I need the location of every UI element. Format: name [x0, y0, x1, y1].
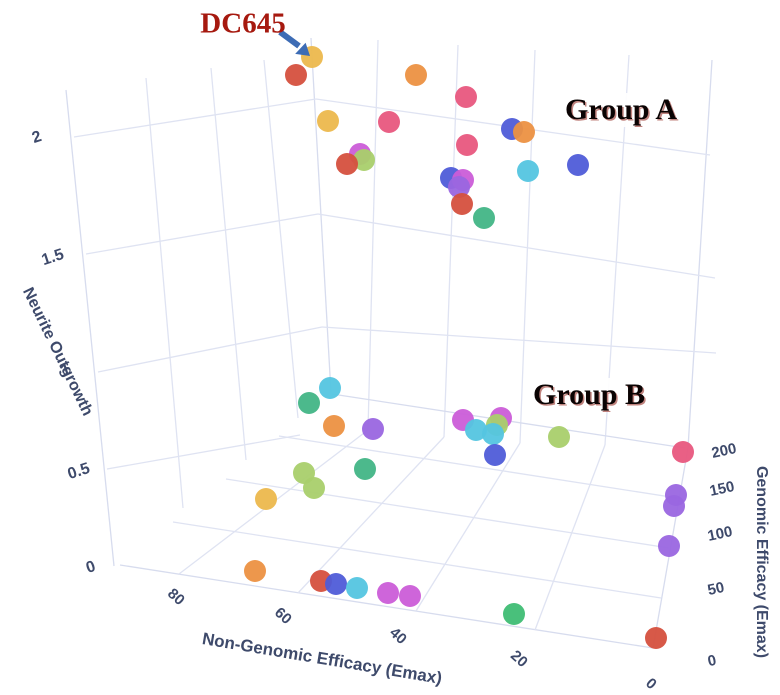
data-points: [244, 46, 694, 649]
data-point[interactable]: [377, 582, 399, 604]
grid-lines: [65, 37, 717, 649]
data-point[interactable]: [513, 121, 535, 143]
data-point[interactable]: [663, 495, 685, 517]
data-point[interactable]: [465, 419, 487, 441]
data-point[interactable]: [455, 86, 477, 108]
data-point[interactable]: [548, 426, 570, 448]
y-tick-label: 50: [706, 578, 726, 600]
data-point[interactable]: [378, 111, 400, 133]
data-point[interactable]: [451, 193, 473, 215]
data-point[interactable]: [658, 535, 680, 557]
data-point[interactable]: [255, 488, 277, 510]
data-point[interactable]: [448, 176, 470, 198]
data-point[interactable]: [484, 444, 506, 466]
data-point[interactable]: [672, 441, 694, 463]
data-point[interactable]: [325, 573, 347, 595]
data-point[interactable]: [354, 458, 376, 480]
data-point[interactable]: [336, 153, 358, 175]
data-point[interactable]: [399, 585, 421, 607]
data-point[interactable]: [482, 423, 504, 445]
data-point[interactable]: [456, 134, 478, 156]
data-point[interactable]: [244, 560, 266, 582]
data-point[interactable]: [567, 154, 589, 176]
data-point[interactable]: [517, 160, 539, 182]
data-point[interactable]: [346, 577, 368, 599]
data-point[interactable]: [298, 392, 320, 414]
annotation-dc645: DC645: [200, 7, 286, 40]
y-axis-title: Genomic Efficacy (Emax): [753, 465, 770, 659]
data-point[interactable]: [405, 64, 427, 86]
data-point[interactable]: [303, 477, 325, 499]
data-point[interactable]: [353, 149, 375, 171]
annotation-group-a: Group A: [557, 93, 685, 127]
data-point[interactable]: [319, 377, 341, 399]
dc645-arrow-icon: [278, 29, 310, 56]
data-point[interactable]: [362, 418, 384, 440]
data-point[interactable]: [503, 603, 525, 625]
data-point[interactable]: [317, 110, 339, 132]
data-point[interactable]: [285, 64, 307, 86]
data-point[interactable]: [473, 207, 495, 229]
annotation-group-b: Group B: [525, 378, 653, 412]
data-point[interactable]: [323, 415, 345, 437]
data-point[interactable]: [645, 627, 667, 649]
